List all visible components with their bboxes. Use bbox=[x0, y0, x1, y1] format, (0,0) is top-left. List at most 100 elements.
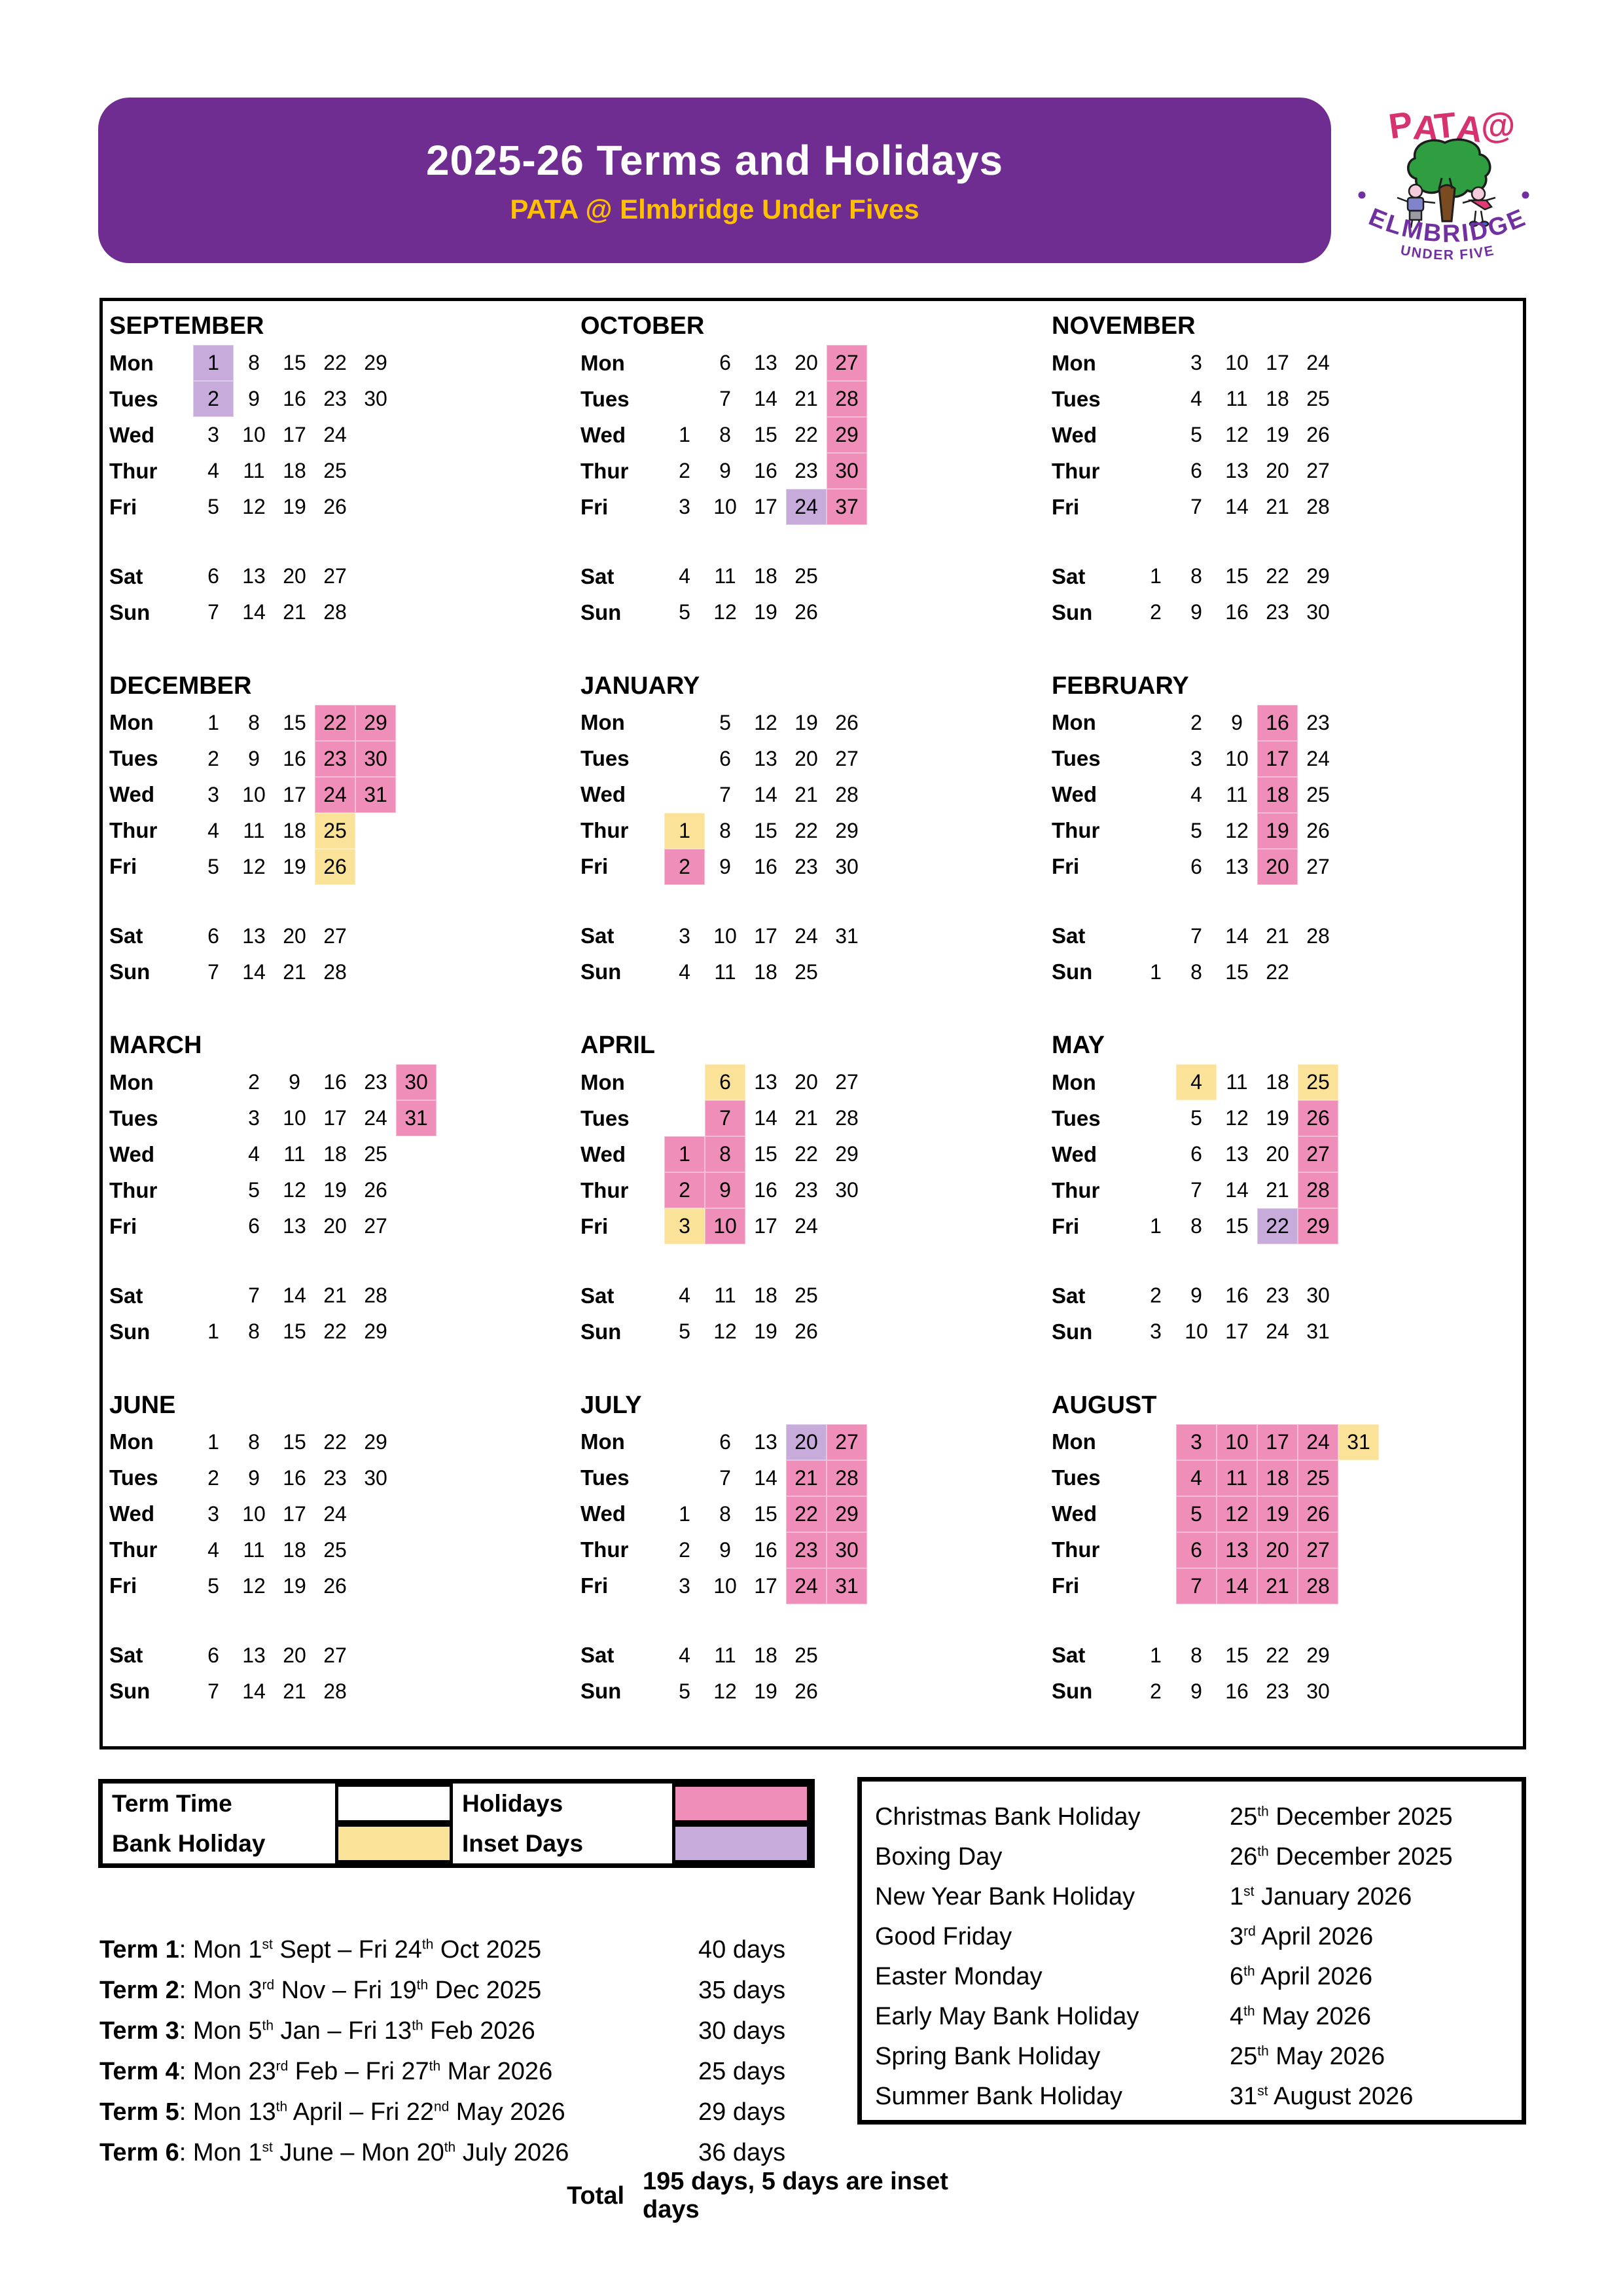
date-cell: 21 bbox=[283, 1679, 306, 1703]
date-cell: 13 bbox=[242, 1643, 266, 1667]
month-block: APRIL Mon 6 13 20 27 Tues 7 14 21 28 Wed 1 8 15 2… bbox=[580, 1027, 1052, 1387]
date-cell: 8 bbox=[719, 1501, 731, 1526]
date-cell: 17 bbox=[1257, 740, 1298, 777]
weekday-label: Tues bbox=[1052, 1105, 1101, 1130]
week-row: Sun 7 14 21 28 bbox=[109, 1674, 580, 1710]
date-cell: 21 bbox=[794, 1106, 818, 1130]
month-title: SEPTEMBER bbox=[109, 312, 264, 340]
week-row: Sun 3 10 17 24 31 bbox=[1052, 1314, 1523, 1350]
date-cell: 2 bbox=[207, 746, 219, 770]
date-cell: 3 bbox=[679, 924, 690, 948]
date-cell: 10 bbox=[1185, 1319, 1208, 1343]
date-cell: 9 bbox=[289, 1070, 300, 1094]
date-cell: 18 bbox=[1266, 1070, 1289, 1094]
date-cell bbox=[355, 489, 396, 525]
date-cell bbox=[193, 1136, 234, 1172]
week-row: Tues 6 13 20 27 bbox=[580, 741, 1052, 777]
ordinal-suffix: th bbox=[444, 2139, 456, 2155]
date-cell: 14 bbox=[242, 960, 266, 984]
date-cell: 23 bbox=[323, 1465, 347, 1490]
text-segment: : Mon 23 bbox=[179, 2057, 276, 2085]
date-cell bbox=[867, 453, 908, 489]
date-cell: 17 bbox=[1266, 351, 1289, 374]
date-cell bbox=[867, 705, 908, 741]
text-segment: Dec 2025 bbox=[428, 1976, 542, 2004]
date-cell: 27 bbox=[323, 1643, 347, 1667]
term-row: Term 5: Mon 13th April – Fri 22nd May 20… bbox=[99, 2092, 976, 2132]
weekday-label: Fri bbox=[580, 1573, 609, 1598]
week-row: Sat 1 8 15 22 29 bbox=[1052, 558, 1523, 594]
date-cell: 22 bbox=[794, 423, 818, 446]
date-cell: 9 bbox=[719, 1537, 731, 1562]
weekday-label: Sun bbox=[109, 960, 151, 984]
weekday-label: Fri bbox=[580, 494, 609, 519]
date-cell: 30 bbox=[355, 740, 396, 777]
date-cell bbox=[867, 1136, 908, 1172]
date-cell: 23 bbox=[794, 1178, 818, 1202]
weekday-label: Thur bbox=[109, 458, 158, 483]
date-cell bbox=[1135, 1424, 1176, 1460]
text-segment: Nov – Fri 19 bbox=[274, 1976, 417, 2004]
week-row: Mon 6 13 20 27 bbox=[580, 1424, 1052, 1460]
weekday-label: Sat bbox=[580, 1283, 615, 1308]
date-cell: 31 bbox=[355, 776, 396, 813]
date-cell: 5 bbox=[207, 1573, 219, 1598]
date-cell bbox=[396, 1674, 437, 1710]
weekday-label: Sun bbox=[580, 600, 622, 624]
week-row: Sat 1 8 15 22 29 bbox=[1052, 1638, 1523, 1674]
date-cell: 4 bbox=[207, 459, 219, 482]
date-cell: 28 bbox=[1298, 1172, 1338, 1208]
date-cell: 4 bbox=[679, 1643, 690, 1667]
date-cell: 25 bbox=[323, 1537, 347, 1562]
weekday-label: Sun bbox=[580, 1319, 622, 1344]
date-cell: 26 bbox=[1306, 423, 1330, 446]
term-label: Term 1 bbox=[99, 1935, 179, 1964]
date-cell: 4 bbox=[1190, 387, 1202, 410]
date-cell bbox=[664, 777, 705, 813]
date-cell: 10 bbox=[713, 924, 737, 948]
weekday-label: Mon bbox=[1052, 710, 1096, 734]
date-cell: 12 bbox=[1225, 423, 1249, 446]
week-row: Mon 2 9 16 23 bbox=[1052, 704, 1523, 741]
weekday-label: Wed bbox=[580, 782, 626, 806]
date-cell: 23 bbox=[1306, 710, 1330, 734]
date-cell bbox=[1338, 1496, 1379, 1532]
month-title: JULY bbox=[580, 1391, 642, 1419]
weekday-label: Mon bbox=[109, 710, 154, 734]
weekday-label: Mon bbox=[1052, 1069, 1096, 1094]
weekday-label: Mon bbox=[580, 1069, 625, 1094]
date-cell: 10 bbox=[1217, 1424, 1257, 1460]
term-label: Term 3 bbox=[99, 2017, 179, 2045]
date-cell: 8 bbox=[705, 1136, 745, 1172]
bank-holiday-row: New Year Bank Holiday 1st January 2026 bbox=[875, 1877, 1522, 1917]
date-cell: 13 bbox=[283, 1214, 306, 1238]
weekday-label: Wed bbox=[1052, 1141, 1097, 1166]
total-row: Total 195 days, 5 days are inset days bbox=[99, 2168, 976, 2223]
date-cell: 27 bbox=[1298, 1136, 1338, 1172]
date-cell: 5 bbox=[1176, 1496, 1217, 1532]
date-cell bbox=[1338, 849, 1379, 885]
week-row: Thur 6 13 20 27 bbox=[1052, 453, 1523, 489]
weekday-label: Fri bbox=[580, 1213, 609, 1238]
date-cell: 22 bbox=[323, 351, 347, 374]
week-row: Mon 6 13 20 27 bbox=[580, 345, 1052, 381]
date-cell: 17 bbox=[1257, 1424, 1298, 1460]
bank-holiday-date: 25th May 2026 bbox=[1230, 2043, 1385, 2071]
date-cell: 9 bbox=[1231, 710, 1243, 734]
calendar-grid: SEPTEMBER Mon 1 8 15 22 29 Tues 2 9 16 23 30 Wed… bbox=[99, 298, 1526, 1749]
date-cell: 7 bbox=[248, 1283, 260, 1307]
bank-holiday-row: Good Friday 3rd April 2026 bbox=[875, 1917, 1522, 1957]
date-cell: 19 bbox=[1257, 1496, 1298, 1532]
date-cell bbox=[355, 453, 396, 489]
date-cell: 10 bbox=[1225, 746, 1249, 770]
date-cell: 13 bbox=[242, 924, 266, 948]
date-cell: 9 bbox=[1190, 1283, 1202, 1307]
date-cell bbox=[355, 918, 396, 954]
date-cell: 21 bbox=[1266, 924, 1289, 948]
date-cell bbox=[1338, 594, 1379, 630]
date-cell: 24 bbox=[1306, 351, 1330, 374]
date-cell: 15 bbox=[283, 1429, 306, 1454]
weekday-label: Wed bbox=[1052, 422, 1097, 447]
date-cell bbox=[396, 1314, 437, 1350]
date-cell: 26 bbox=[835, 710, 859, 734]
